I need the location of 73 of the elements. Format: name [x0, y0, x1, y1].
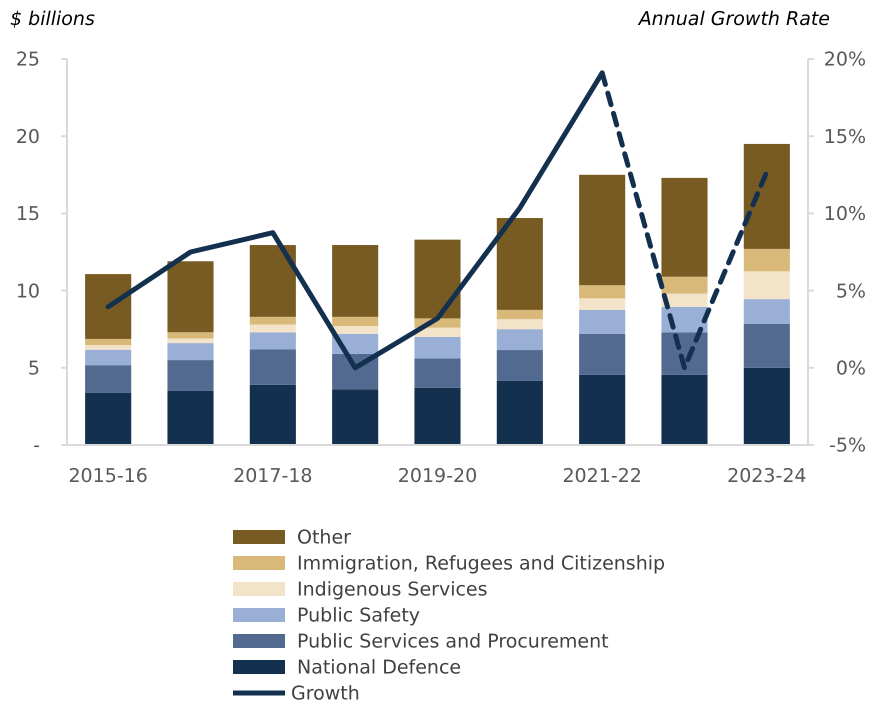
bar	[85, 350, 132, 366]
legend-label: Indigenous Services	[297, 578, 488, 601]
legend-label: Growth	[291, 682, 360, 705]
y-axis-title: $ billions	[10, 8, 95, 30]
bar	[744, 299, 790, 324]
y2-axis-title: Annual Growth Rate	[636, 8, 830, 30]
bar	[579, 310, 626, 334]
bar	[496, 380, 543, 445]
bar	[496, 319, 543, 330]
y2-tick-label: 5%	[836, 280, 866, 302]
bar	[250, 384, 296, 445]
x-tick-label: 2017-18	[233, 465, 313, 487]
bar	[250, 332, 296, 350]
bar	[579, 298, 626, 310]
x-tick-label: 2019-20	[398, 465, 478, 487]
bar	[414, 388, 461, 445]
bar	[167, 261, 214, 332]
y-tick-label: 25	[16, 48, 40, 71]
legend-label: National Defence	[297, 656, 462, 679]
y-tick-label: 10	[16, 280, 40, 302]
x-tick-label: 2021-22	[562, 465, 642, 487]
bar	[167, 390, 214, 445]
bar	[661, 374, 708, 445]
bar	[661, 276, 708, 294]
y2-tick-label: 15%	[824, 126, 866, 148]
legend-label: Other	[297, 526, 352, 549]
y2-tick-label: 20%	[824, 48, 866, 71]
legend-label: Public Services and Procurement	[297, 630, 609, 653]
bar	[744, 368, 790, 445]
bar	[744, 248, 790, 272]
y-tick-label: 15	[16, 203, 40, 226]
bar	[332, 316, 378, 326]
bar	[496, 310, 543, 320]
bar	[744, 271, 790, 300]
bar	[496, 218, 543, 310]
bar	[414, 358, 461, 388]
bar	[250, 324, 296, 332]
bar	[414, 240, 461, 318]
legend-label: Public Safety	[297, 604, 420, 627]
bar	[85, 365, 132, 393]
bar	[85, 274, 132, 339]
bar	[579, 374, 626, 445]
y2-tick-label: 0%	[836, 357, 866, 380]
bar	[414, 336, 461, 359]
legend-label: Immigration, Refugees and Citizenship	[297, 552, 666, 575]
y2-tick-label: 10%	[824, 203, 866, 226]
bar	[250, 316, 296, 325]
bar	[579, 334, 626, 375]
bar	[744, 324, 790, 368]
bar	[744, 144, 790, 249]
bar	[85, 345, 132, 350]
bar	[167, 343, 214, 360]
x-tick-label: 2023-24	[727, 465, 807, 487]
bar	[85, 338, 132, 346]
bar	[167, 360, 214, 391]
bar	[332, 245, 378, 317]
y2-tick-label: -5%	[829, 434, 866, 457]
y-tick-label: 5	[28, 357, 40, 380]
bar	[661, 178, 708, 277]
bar	[579, 174, 626, 286]
bar	[332, 326, 378, 334]
bar	[496, 329, 543, 350]
bar	[579, 285, 626, 298]
x-tick-label: 2015-16	[68, 465, 148, 487]
bar	[167, 338, 214, 344]
bar	[332, 389, 378, 445]
y-tick-label: -	[33, 434, 40, 457]
bar	[167, 332, 214, 338]
bar	[496, 350, 543, 381]
bar	[85, 392, 132, 445]
y-tick-label: 20	[16, 126, 40, 148]
bar	[250, 245, 296, 317]
bar	[250, 349, 296, 385]
